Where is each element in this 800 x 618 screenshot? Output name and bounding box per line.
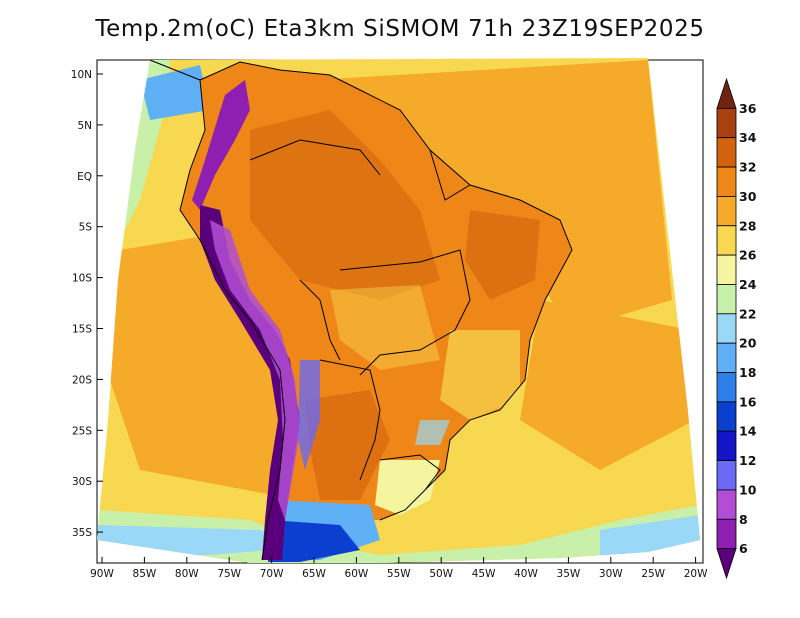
lat-tick-label: EQ <box>77 171 92 183</box>
andes-slope-cold <box>210 220 300 520</box>
brazil-west-border <box>339 249 471 376</box>
colorbar-label: 20 <box>739 336 757 351</box>
colorbar-bin <box>716 460 737 491</box>
lon-tick-label: 90W <box>90 568 114 580</box>
latitude-axis: 10N 5N EQ 5S 10S 15S 20S 25S 30S 35S <box>71 69 103 539</box>
lat-tick-label: 10S <box>72 273 92 285</box>
colombia-venezuela-border <box>249 139 381 176</box>
lon-tick-label: 70W <box>260 568 284 580</box>
colorbar-bin <box>716 313 737 344</box>
colorbar-label: 8 <box>739 512 748 527</box>
ocean-warm-atlantic <box>520 300 695 470</box>
lat-tick-label: 25S <box>72 425 92 437</box>
colorbar-bin <box>716 401 737 432</box>
colorbar-label: 30 <box>739 189 757 204</box>
lat-tick-label: 5S <box>79 222 93 234</box>
colorbar-label: 26 <box>739 248 757 263</box>
guianas-border <box>429 149 471 201</box>
colorbar-label: 22 <box>739 306 756 321</box>
land-south-mild <box>375 460 440 515</box>
colorbar-bin <box>716 372 737 403</box>
colorbar-label: 6 <box>739 541 748 556</box>
colorbar-label: 32 <box>739 160 756 175</box>
land-central-warm <box>330 285 440 370</box>
lat-tick-label: 5N <box>77 120 92 132</box>
land-chaco-hot <box>305 390 390 500</box>
colorbar-bin <box>716 107 737 139</box>
andes-central-cold <box>200 205 300 560</box>
colorbar-bin <box>716 518 737 550</box>
colorbar-bin <box>716 196 737 227</box>
lon-tick-label: 80W <box>175 568 199 580</box>
colorbar-bin <box>716 489 737 520</box>
land-highland-cool <box>415 420 450 445</box>
colorbar-label: 24 <box>739 277 757 292</box>
lat-tick-label: 10N <box>71 69 92 81</box>
lon-tick-label: 55W <box>387 568 411 580</box>
lat-tick-label: 30S <box>72 476 92 488</box>
political-borders <box>149 59 573 561</box>
lon-tick-label: 35W <box>557 568 581 580</box>
lon-tick-label: 45W <box>472 568 496 580</box>
central-america-coast <box>149 59 201 81</box>
atlantic-coastline <box>199 61 573 521</box>
colorbar-min-triangle <box>716 548 737 580</box>
lat-tick-label: 15S <box>72 324 92 336</box>
colorbar-label: 10 <box>739 482 757 497</box>
lon-tick-label: 65W <box>302 568 326 580</box>
colorbar-bin <box>716 342 737 373</box>
colorbar-bin <box>716 137 737 168</box>
ocean-cold-panama <box>140 65 210 120</box>
andes-east-cool <box>298 360 320 470</box>
lon-tick-label: 50W <box>429 568 453 580</box>
lon-tick-label: 30W <box>599 568 623 580</box>
colorbar-label: 36 <box>739 101 757 116</box>
colorbar: 6 8 10 12 14 16 18 20 22 24 26 28 30 32 34 36 <box>716 77 757 580</box>
colorbar-label: 18 <box>739 365 756 380</box>
longitude-axis: 90W 85W 80W 75W 70W 65W 60W 55W 50W 45W 40W 35W 30W 2… <box>90 557 708 580</box>
land-patagonia-cold <box>268 520 360 562</box>
map-title: Temp.2m(oC) Eta3km SiSMOM 71h 23Z19SEP20… <box>95 16 705 42</box>
colorbar-label: 14 <box>739 424 757 439</box>
andes-north-cold <box>192 80 250 210</box>
colorbar-bin <box>716 254 737 285</box>
colorbar-label: 34 <box>739 130 757 145</box>
lon-tick-label: 25W <box>641 568 665 580</box>
lon-tick-label: 60W <box>345 568 369 580</box>
lon-tick-label: 85W <box>133 568 157 580</box>
uruguay-border <box>379 454 441 491</box>
lat-tick-label: 20S <box>72 374 92 386</box>
colorbar-label: 28 <box>739 218 756 233</box>
colorbar-bin <box>716 284 737 315</box>
peru-bolivia-border <box>299 279 341 361</box>
land-southeast-warm <box>440 330 520 420</box>
colorbar-label: 12 <box>739 453 756 468</box>
lon-tick-label: 40W <box>514 568 538 580</box>
colorbar-max-triangle <box>716 77 737 109</box>
lat-tick-label: 35S <box>72 527 92 539</box>
land-northeast-hot <box>465 210 540 300</box>
pacific-coastline <box>179 79 286 561</box>
colorbar-bin <box>716 225 737 256</box>
colorbar-bin <box>716 166 737 197</box>
colorbar-label: 16 <box>739 394 757 409</box>
lon-tick-label: 75W <box>217 568 241 580</box>
paraguay-argentina-border <box>319 359 381 481</box>
land-amazon-hot <box>250 110 440 300</box>
lon-tick-label: 20W <box>684 568 708 580</box>
colorbar-bin <box>716 430 737 461</box>
